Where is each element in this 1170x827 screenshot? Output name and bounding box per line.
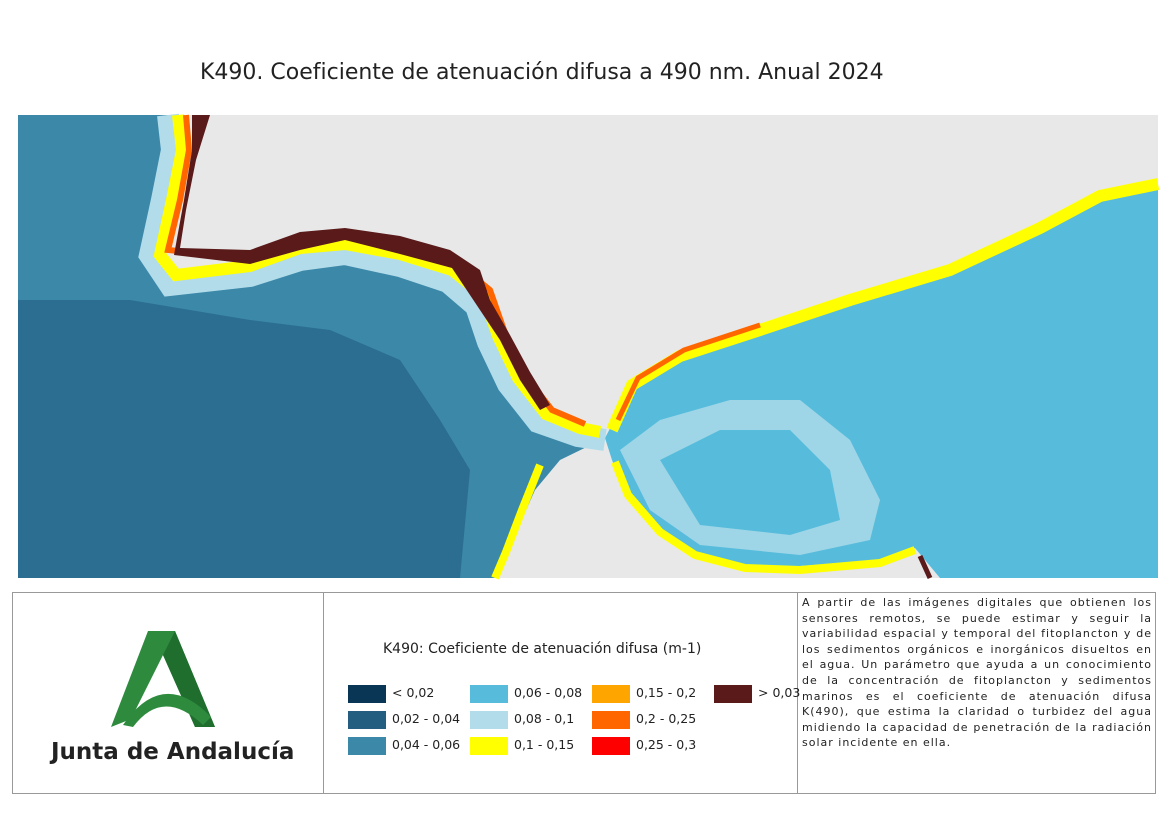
- legend-label: 0,2 - 0,25: [636, 711, 697, 726]
- description: A partir de las imágenes digitales que o…: [802, 596, 1152, 750]
- med-coast-yellow: [606, 178, 1160, 433]
- divider: [797, 593, 798, 793]
- coast-turbid: [174, 115, 550, 410]
- legend-title: K490: Coeficiente de atenuación difusa (…: [383, 641, 702, 657]
- legend-swatch: [470, 737, 508, 755]
- legend-swatch: [470, 711, 508, 729]
- logo-text: Junta de Andalucía: [51, 739, 295, 765]
- legend-label: 0,25 - 0,3: [636, 737, 697, 752]
- legend-label: 0,1 - 0,15: [514, 737, 575, 752]
- legend-swatch: [348, 685, 386, 703]
- legend-label: 0,06 - 0,08: [514, 685, 583, 700]
- legend-swatch: [470, 685, 508, 703]
- legend-swatch: [348, 711, 386, 729]
- map-title: K490. Coeficiente de atenuación difusa a…: [200, 60, 884, 85]
- legend-swatch: [592, 685, 630, 703]
- legend-label: < 0,02: [392, 685, 435, 700]
- info-panel: Junta de Andalucía K490: Coeficiente de …: [12, 592, 1156, 794]
- legend-swatch: [348, 737, 386, 755]
- legend-label: 0,02 - 0,04: [392, 711, 461, 726]
- legend-label: 0,15 - 0,2: [636, 685, 697, 700]
- med-coast-red: [615, 322, 761, 422]
- africa-coast-med: [611, 460, 917, 575]
- legend-swatch: [592, 737, 630, 755]
- atlantic-deep: [18, 300, 470, 578]
- divider: [323, 593, 324, 793]
- legend-label: 0,04 - 0,06: [392, 737, 461, 752]
- africa-coast: [491, 463, 544, 580]
- logo-mark: [111, 631, 215, 727]
- africa-coast-turbid: [917, 554, 933, 580]
- legend: < 0,02 0,02 - 0,04 0,04 - 0,06 0,06 - 0,08 0…: [348, 683, 808, 763]
- alboran-core: [660, 430, 840, 535]
- legend-label: 0,08 - 0,1: [514, 711, 575, 726]
- legend-label: > 0,03: [758, 685, 801, 700]
- coast-band: [138, 113, 607, 451]
- legend-swatch: [714, 685, 752, 703]
- map: [18, 113, 1160, 580]
- legend-swatch: [592, 711, 630, 729]
